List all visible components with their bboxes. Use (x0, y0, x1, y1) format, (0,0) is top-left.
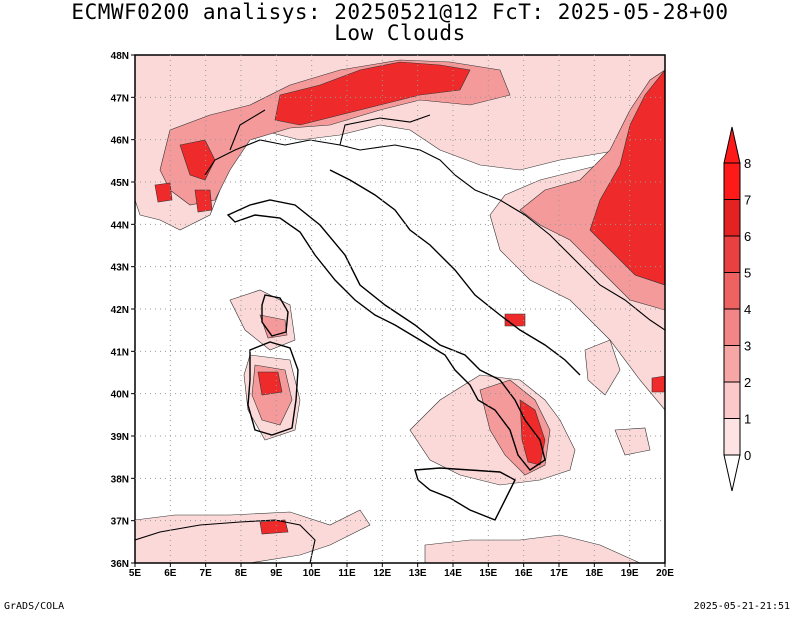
balkan-coast (454, 174, 665, 331)
colorbar-segment (723, 345, 741, 383)
colorbar-label: 3 (744, 339, 751, 354)
ytick-label: 37N (111, 517, 129, 528)
ytick-label: 38N (111, 474, 129, 485)
cloud-high-alps (274, 61, 471, 126)
ytick-label: 36N (111, 559, 129, 570)
xtick-label: 10E (303, 568, 321, 579)
cloud-field (135, 55, 665, 563)
colorbar-label: 2 (744, 375, 751, 390)
cloud-mid-sardinia (251, 314, 293, 426)
xtick-label: 5E (129, 568, 142, 579)
xtick-label: 9E (270, 568, 283, 579)
alps-borders (204, 109, 456, 176)
cloud-high-balkans (589, 69, 665, 286)
map-title: ECMWF0200 analisys: 20250521@12 FcT: 202… (71, 0, 729, 24)
ytick-label: 42N (111, 305, 129, 316)
colorbar-arrow-high (723, 126, 741, 164)
italy-coastline (226, 199, 546, 471)
colorbar-segment (723, 235, 741, 273)
cloud-area-africa (135, 509, 641, 563)
colorbar: 0 1 2 3 4 5 6 7 8 (723, 126, 751, 492)
xtick-label: 6E (164, 568, 177, 579)
italy-east-coast (329, 169, 581, 376)
colorbar-segment (723, 308, 741, 346)
africa-coast (135, 519, 316, 563)
colorbar-segment (723, 418, 741, 456)
ytick-label: 47N (111, 93, 129, 104)
render-timestamp: 2025-05-21-21:51 (693, 601, 790, 612)
colorbar-label: 8 (744, 156, 751, 171)
colorbar-label: 1 (744, 412, 751, 427)
xtick-label: 14E (444, 568, 462, 579)
cloud-area-ionian (584, 339, 651, 456)
colorbar-label: 7 (744, 193, 751, 208)
colorbar-segment (723, 199, 741, 237)
xtick-label: 13E (409, 568, 427, 579)
ytick-label: 40N (111, 390, 129, 401)
ytick-label: 45N (111, 178, 129, 189)
cloud-high-misc (257, 313, 665, 535)
colorbar-label: 6 (744, 229, 751, 244)
xtick-label: 7E (200, 568, 213, 579)
xtick-label: 20E (656, 568, 674, 579)
colorbar-arrow-low (723, 454, 741, 492)
corsica-coastline (261, 294, 289, 337)
xtick-label: 19E (621, 568, 639, 579)
colorbar-segment (723, 162, 741, 200)
xtick-label: 11E (338, 568, 356, 579)
xtick-label: 18E (585, 568, 603, 579)
ytick-label: 46N (111, 136, 129, 147)
xtick-label: 17E (550, 568, 568, 579)
xtick-label: 12E (373, 568, 391, 579)
cloud-high-calabria (519, 399, 546, 466)
ytick-label: 44N (111, 220, 129, 231)
colorbar-segment (723, 272, 741, 310)
ytick-label: 39N (111, 432, 129, 443)
ytick-label: 48N (111, 51, 129, 62)
map-subtitle: Low Clouds (334, 21, 466, 45)
ytick-label: 41N (111, 347, 129, 358)
xtick-label: 8E (235, 568, 248, 579)
sicily-coastline (414, 467, 516, 521)
colorbar-segment (723, 381, 741, 419)
xtick-label: 15E (479, 568, 497, 579)
colorbar-label: 5 (744, 266, 751, 281)
cloud-high-west-alps (154, 139, 216, 213)
colorbar-label: 0 (744, 448, 751, 463)
latitude-ticks: 36N 37N 38N 39N 40N 41N 42N 43N 44N 45N 46N 47N 48N (111, 51, 135, 570)
software-credit: GrADS/COLA (4, 601, 65, 612)
ytick-label: 43N (111, 263, 129, 274)
graticule (135, 55, 665, 563)
xtick-label: 16E (515, 568, 533, 579)
longitude-ticks: 5E 6E 7E 8E 9E 10E 11E 12E 13E 14E 15E 16E 17E 18E 19E… (129, 563, 674, 579)
sardinia-coastline (247, 341, 299, 436)
colorbar-label: 4 (744, 302, 751, 317)
